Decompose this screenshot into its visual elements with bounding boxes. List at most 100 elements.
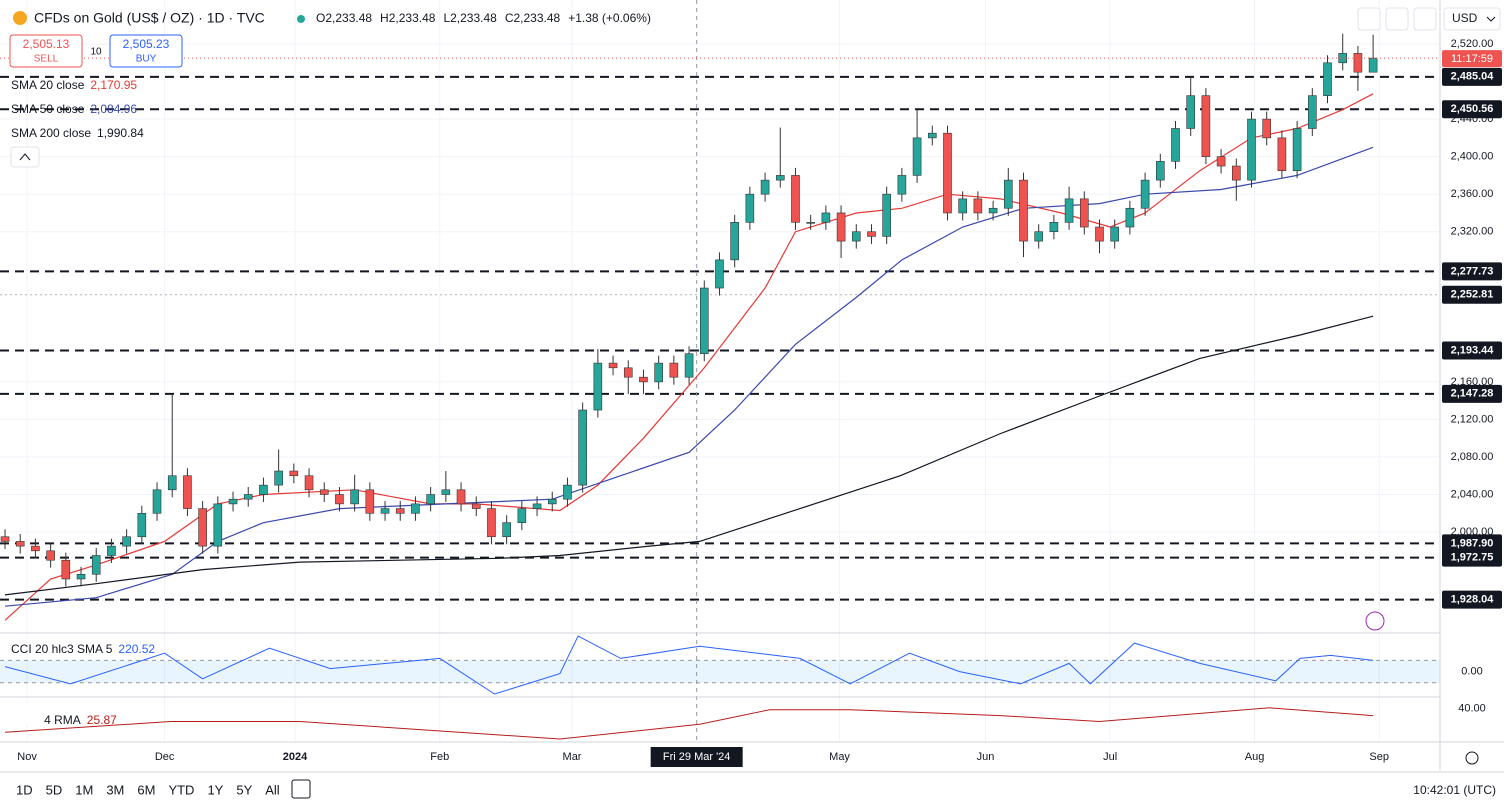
sell-button[interactable] [9, 34, 83, 68]
cci-legend-value: 220.52 [118, 642, 155, 656]
collapse-button[interactable] [10, 146, 40, 168]
candle-body [563, 484, 572, 500]
candle-body [1262, 118, 1272, 139]
atr-line [4, 707, 1374, 740]
candle-body [395, 508, 405, 514]
candle-body [1125, 207, 1135, 228]
candle-body [836, 212, 846, 242]
range-button[interactable]: 1D [16, 782, 33, 797]
candle-body [654, 362, 663, 383]
legend-value: 1,990.84 [97, 126, 144, 140]
sma-line [4, 315, 1374, 596]
candle-body [274, 470, 283, 486]
range-button[interactable]: 1Y [207, 782, 223, 797]
range-button[interactable]: 1M [75, 782, 93, 797]
candle-body [46, 550, 55, 561]
legend-value: 2,084.96 [90, 102, 137, 116]
candle-body [350, 489, 359, 505]
candle-body [1353, 53, 1363, 73]
candle-body [1232, 165, 1241, 181]
level-label: 1,928.04 [1451, 593, 1495, 605]
range-button[interactable]: YTD [168, 782, 194, 797]
buy-button[interactable] [109, 34, 183, 68]
level-label-box [1442, 341, 1502, 360]
symbol-title[interactable]: CFDs on Gold (US$ / OZ) · 1D · TVC [34, 10, 265, 26]
scroll-button[interactable] [1357, 7, 1381, 31]
candle-body [76, 573, 86, 580]
candle-body [547, 498, 557, 505]
level-label: 2,450.56 [1451, 103, 1494, 115]
legend-name[interactable]: SMA 50 close [11, 102, 85, 116]
candle-body [365, 489, 375, 514]
countdown-box [1442, 50, 1502, 68]
x-tick-label: Dec [155, 751, 175, 763]
fullscreen-button[interactable] [1413, 7, 1437, 31]
candle-body [882, 193, 891, 237]
level-label: 2,193.44 [1451, 344, 1495, 356]
candle-body [0, 536, 10, 542]
candle-body [760, 179, 770, 195]
level-label-box [1442, 384, 1502, 403]
plot [0, 0, 1440, 742]
range-button[interactable]: All [265, 782, 280, 797]
candle-body [380, 508, 390, 514]
symbol-logo [13, 11, 27, 25]
axes: Nov Dec 2024 Feb Mar May Jun Jul Aug Sep 2,520.00 2… [17, 38, 1502, 767]
candle-body [988, 207, 998, 214]
range-button[interactable]: 6M [137, 782, 155, 797]
candle-body [517, 508, 527, 523]
candle-body [1292, 128, 1302, 172]
event-icon[interactable] [1365, 611, 1385, 631]
y-tick-label: 2,040.00 [1451, 488, 1494, 500]
ohlc-value: O2,233.48 [316, 11, 372, 25]
candle-body [1079, 198, 1089, 228]
x-tick-label: Jul [1103, 751, 1117, 763]
currency-select[interactable] [1443, 7, 1501, 31]
cci-legend-name[interactable]: CCI 20 hlc3 SMA 5 [11, 642, 113, 656]
level-label: 2,485.04 [1451, 71, 1495, 83]
candle-body [107, 545, 116, 556]
candle-body [715, 259, 724, 289]
buy-label: BUY [136, 54, 157, 65]
candle-body [775, 175, 785, 181]
candle-body [335, 494, 344, 505]
candle-body [578, 409, 587, 486]
candle-body [319, 489, 329, 495]
level-label-box [1442, 285, 1502, 304]
candle-body [198, 508, 207, 547]
x-tick-label: May [829, 751, 850, 763]
candle-body [593, 362, 603, 411]
level-label: 2,277.73 [1451, 265, 1494, 277]
level-label: 1,972.75 [1451, 552, 1494, 564]
range-button[interactable]: 5D [46, 782, 63, 797]
watermark-logo [10, 705, 44, 725]
date-range-icon[interactable] [291, 779, 311, 799]
candle-body [1034, 231, 1043, 242]
candle-body [1064, 198, 1074, 223]
maximize-button[interactable] [1385, 7, 1409, 31]
level-label: 2,147.28 [1451, 388, 1494, 400]
range-button[interactable]: 3M [106, 782, 124, 797]
candle-body [441, 489, 451, 495]
ohlc-value: L2,233.48 [443, 11, 497, 25]
settings-icon[interactable] [1465, 751, 1479, 765]
candle-body [639, 376, 648, 383]
candle-body [1247, 118, 1256, 181]
candle-body [699, 287, 709, 355]
legend-name[interactable]: SMA 20 close [11, 78, 85, 92]
candle-body [745, 193, 755, 223]
y-tick-label: 2,400.00 [1451, 151, 1494, 163]
legend-name[interactable]: SMA 200 close [11, 126, 91, 140]
x-tick-label: Mar [563, 751, 582, 763]
candle-body [1155, 161, 1165, 181]
candle-body [289, 470, 299, 477]
x-tick-label: Aug [1245, 751, 1265, 763]
candle-body [487, 508, 496, 538]
level-label-box [1442, 67, 1502, 86]
candle-body [502, 522, 511, 538]
range-button[interactable]: 5Y [236, 782, 252, 797]
y-tick-label: 2,320.00 [1451, 226, 1494, 238]
ohlc-value: +1.38 (+0.06%) [568, 11, 651, 25]
ohlc-value: C2,233.48 [505, 11, 561, 25]
